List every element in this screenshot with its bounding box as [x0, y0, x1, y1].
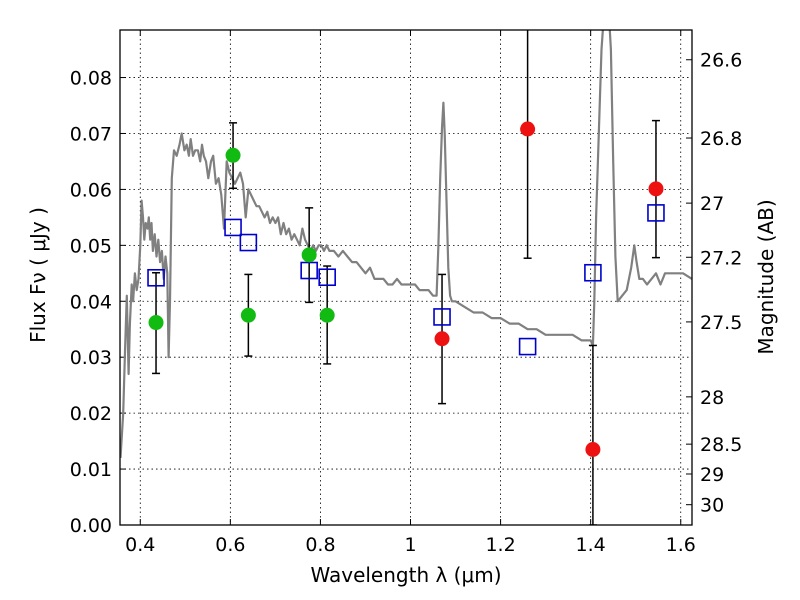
x-axis-label: Wavelength λ (μm)	[310, 563, 501, 587]
red-data-point	[648, 181, 664, 197]
plot-frame	[119, 29, 693, 526]
y-tick-label: 0.02	[70, 403, 112, 425]
mag-tick-label: 28.5	[700, 434, 742, 456]
x-tick-label: 0.6	[215, 534, 245, 556]
green-data-point	[240, 307, 256, 323]
mag-tick-label: 26.8	[700, 128, 742, 150]
model-flux-box	[300, 261, 318, 280]
model-flux-box	[224, 218, 242, 237]
red-data-point	[585, 441, 601, 457]
data-marks	[120, 30, 692, 525]
x-tick-label: 1.4	[576, 534, 606, 556]
mag-tick-label: 27	[700, 193, 724, 215]
green-data-point	[319, 307, 335, 323]
green-data-point	[225, 147, 241, 163]
tick-labels: 0.4 0.6 0.8 1 1.2 1.4 1.6 0.00 0.01 0.02 0.03 0.04 0…	[70, 50, 743, 556]
y-axis-right-label: Magnitude (AB)	[754, 199, 778, 354]
model-flux-box	[433, 308, 451, 326]
y-tick-label: 0.00	[70, 515, 112, 537]
mag-tick-label: 27.5	[700, 312, 742, 334]
mag-tick-label: 26.6	[700, 50, 742, 72]
model-flux-box	[518, 337, 537, 356]
red-data-point	[520, 121, 536, 137]
y-tick-label: 0.06	[70, 179, 112, 201]
x-tick-label: 0.4	[125, 534, 155, 556]
model-flux-box	[318, 268, 336, 287]
mag-tick-label: 30	[700, 495, 724, 517]
y-tick-label: 0.08	[70, 68, 112, 90]
y-tick-label: 0.01	[70, 459, 112, 481]
green-data-point	[148, 315, 164, 331]
mag-tick-label: 28	[700, 387, 724, 409]
red-data-point	[434, 331, 450, 347]
x-tick-label: 1.6	[666, 534, 696, 556]
model-flux-box	[584, 263, 602, 282]
model-flux-box	[147, 268, 165, 287]
model-spectrum-line	[120, 30, 692, 458]
mag-tick-label: 27.2	[700, 247, 742, 269]
y-tick-label: 0.03	[70, 347, 112, 369]
grid-lines	[120, 30, 692, 526]
x-tick-label: 1.2	[485, 534, 515, 556]
axis-ticks	[120, 30, 692, 526]
y-axis-label: Flux Fν ( μJy )	[26, 207, 50, 343]
green-data-point	[301, 247, 317, 263]
model-flux-box	[239, 233, 258, 252]
x-tick-label: 1	[404, 534, 416, 556]
model-flux-box	[647, 204, 665, 222]
y-tick-label: 0.05	[70, 235, 112, 257]
x-tick-label: 0.8	[305, 534, 335, 556]
y-tick-label: 0.07	[70, 123, 112, 145]
mag-tick-label: 29	[700, 464, 724, 486]
y-tick-label: 0.04	[70, 291, 112, 313]
